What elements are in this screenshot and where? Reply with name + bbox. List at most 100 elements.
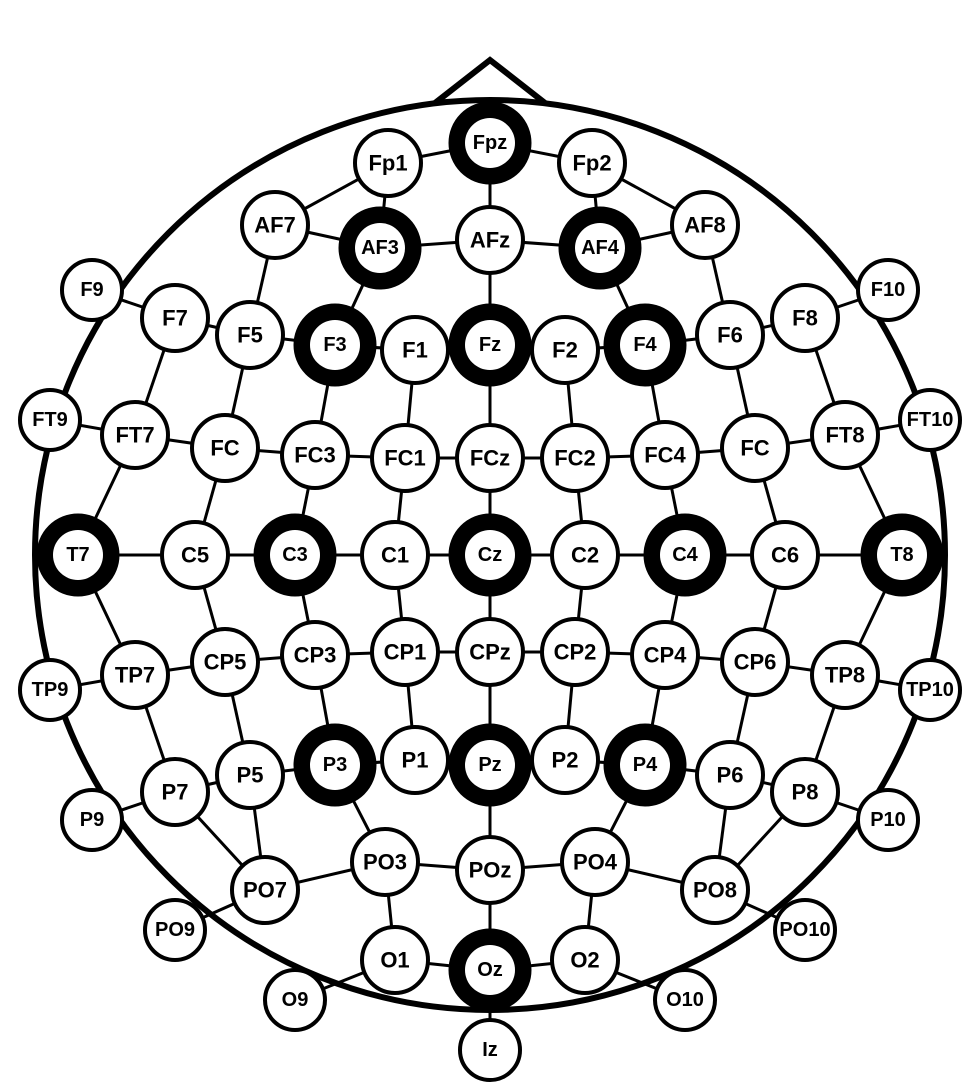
electrode-label: CP6 bbox=[734, 650, 777, 675]
electrode-label: P1 bbox=[402, 748, 429, 773]
electrode-label: CP1 bbox=[384, 640, 427, 665]
electrode-cp3: CP3 bbox=[282, 622, 348, 688]
electrode-f4: F4 bbox=[605, 305, 685, 385]
electrode-label: O10 bbox=[666, 989, 704, 1011]
electrode-label: PO8 bbox=[693, 878, 737, 903]
electrode-po8: PO8 bbox=[682, 857, 748, 923]
electrode-c6: C6 bbox=[752, 522, 818, 588]
electrode-fpz: Fpz bbox=[450, 103, 530, 183]
electrode-label: T7 bbox=[66, 544, 89, 566]
electrode-label: C1 bbox=[381, 543, 409, 568]
electrode-label: F1 bbox=[402, 338, 428, 363]
electrode-afz: AFz bbox=[457, 207, 523, 273]
electrode-o10: O10 bbox=[655, 970, 715, 1030]
electrode-f3: F3 bbox=[295, 305, 375, 385]
electrode-label: P7 bbox=[162, 780, 189, 805]
electrode-label: P5 bbox=[237, 763, 264, 788]
electrode-p2: P2 bbox=[532, 727, 598, 793]
electrode-fc6: FC bbox=[722, 415, 788, 481]
electrode-cp2: CP2 bbox=[542, 619, 608, 685]
electrode-label: O2 bbox=[570, 948, 599, 973]
electrode-label: AF4 bbox=[581, 237, 620, 259]
electrode-c3: C3 bbox=[255, 515, 335, 595]
electrode-label: T8 bbox=[890, 544, 913, 566]
electrode-fp1: Fp1 bbox=[355, 130, 421, 196]
electrode-label: C6 bbox=[771, 543, 799, 568]
electrode-label: PO7 bbox=[243, 878, 287, 903]
electrode-label: F5 bbox=[237, 323, 263, 348]
electrode-label: P4 bbox=[633, 754, 658, 776]
electrode-label: FT9 bbox=[32, 409, 68, 431]
electrode-label: O1 bbox=[380, 948, 409, 973]
electrode-label: F6 bbox=[717, 323, 743, 348]
electrode-cp5: CP5 bbox=[192, 629, 258, 695]
electrode-label: TP9 bbox=[32, 679, 69, 701]
electrode-label: P8 bbox=[792, 780, 819, 805]
electrode-label: F3 bbox=[323, 334, 346, 356]
electrode-fc3: FC3 bbox=[282, 422, 348, 488]
electrode-label: FC3 bbox=[294, 443, 336, 468]
nose-marker bbox=[435, 60, 545, 103]
electrode-label: Pz bbox=[478, 754, 501, 776]
electrode-ft8: FT8 bbox=[812, 402, 878, 468]
electrode-tp10: TP10 bbox=[900, 660, 960, 720]
electrode-ft9: FT9 bbox=[20, 390, 80, 450]
electrode-fz: Fz bbox=[450, 305, 530, 385]
electrode-label: POz bbox=[469, 858, 512, 883]
electrode-fcz: FCz bbox=[457, 425, 523, 491]
electrode-p6: P6 bbox=[697, 742, 763, 808]
electrode-label: C5 bbox=[181, 543, 209, 568]
electrode-label: FC4 bbox=[644, 443, 686, 468]
electrode-label: P9 bbox=[80, 809, 104, 831]
electrode-pz: Pz bbox=[450, 725, 530, 805]
electrode-label: P6 bbox=[717, 763, 744, 788]
electrode-af4: AF4 bbox=[560, 208, 640, 288]
electrode-p4: P4 bbox=[605, 725, 685, 805]
electrode-label: C4 bbox=[672, 544, 698, 566]
electrode-label: F4 bbox=[633, 334, 657, 356]
electrode-label: Oz bbox=[477, 959, 503, 981]
electrode-oz: Oz bbox=[450, 930, 530, 1010]
electrode-label: PO9 bbox=[155, 919, 195, 941]
electrode-label: AFz bbox=[470, 228, 510, 253]
electrode-f2: F2 bbox=[532, 317, 598, 383]
electrode-p1: P1 bbox=[382, 727, 448, 793]
electrode-label: Cz bbox=[478, 544, 502, 566]
electrode-f5: F5 bbox=[217, 302, 283, 368]
electrode-po3: PO3 bbox=[352, 829, 418, 895]
electrode-fc5: FC bbox=[192, 415, 258, 481]
electrode-label: TP10 bbox=[906, 679, 954, 701]
electrode-t7: T7 bbox=[38, 515, 118, 595]
electrode-c2: C2 bbox=[552, 522, 618, 588]
electrode-p3: P3 bbox=[295, 725, 375, 805]
electrode-label: C2 bbox=[571, 543, 599, 568]
electrode-label: CP5 bbox=[204, 650, 247, 675]
eeg-electrode-diagram: FpzFp1Fp2AF7AF3AFzAF4AF8F9F7F5F3F1FzF2F4… bbox=[0, 0, 980, 1085]
electrode-label: PO10 bbox=[779, 919, 830, 941]
electrode-label: Fpz bbox=[473, 132, 507, 154]
electrode-poz: POz bbox=[457, 837, 523, 903]
electrode-t8: T8 bbox=[862, 515, 942, 595]
electrode-o9: O9 bbox=[265, 970, 325, 1030]
electrode-label: F2 bbox=[552, 338, 578, 363]
electrode-label: P2 bbox=[552, 748, 579, 773]
electrode-iz: Iz bbox=[460, 1020, 520, 1080]
electrode-p9: P9 bbox=[62, 790, 122, 850]
electrode-label: Iz bbox=[482, 1039, 498, 1061]
electrode-label: TP8 bbox=[825, 663, 865, 688]
electrode-po7: PO7 bbox=[232, 857, 298, 923]
electrode-label: FCz bbox=[470, 446, 510, 471]
electrode-cpz: CPz bbox=[457, 619, 523, 685]
electrode-cz: Cz bbox=[450, 515, 530, 595]
electrode-cp4: CP4 bbox=[632, 622, 698, 688]
electrode-fc1: FC1 bbox=[372, 425, 438, 491]
electrode-label: FC bbox=[210, 436, 239, 461]
electrode-f7: F7 bbox=[142, 285, 208, 351]
electrode-p7: P7 bbox=[142, 759, 208, 825]
electrode-fp2: Fp2 bbox=[559, 130, 625, 196]
electrode-label: F8 bbox=[792, 306, 818, 331]
electrode-label: FT10 bbox=[907, 409, 954, 431]
electrode-label: Fp2 bbox=[572, 151, 611, 176]
electrode-label: CP2 bbox=[554, 640, 597, 665]
electrode-label: O9 bbox=[282, 989, 309, 1011]
